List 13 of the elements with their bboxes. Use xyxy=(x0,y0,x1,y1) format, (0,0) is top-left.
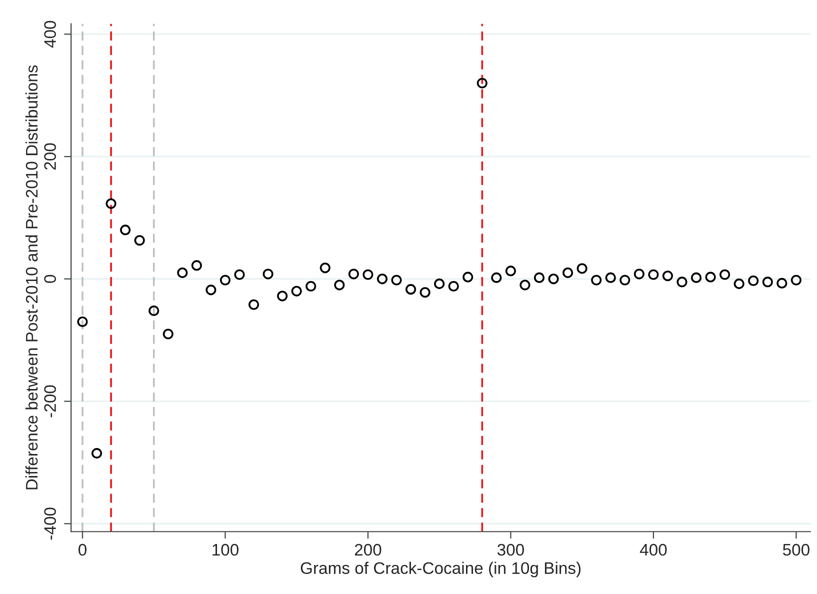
y-tick-label: -200 xyxy=(44,385,56,418)
x-tick-label: 200 xyxy=(354,544,382,556)
y-tick-label: 200 xyxy=(44,143,56,170)
y-axis-title: Difference between Post-2010 and Pre-2010 Distributions xyxy=(25,65,38,490)
x-tick-label: 100 xyxy=(212,544,238,556)
x-tick-label: 300 xyxy=(497,544,524,556)
x-axis-title: Grams of Crack-Cocaine (in 10g Bins) xyxy=(300,562,581,578)
x-tick-label: 400 xyxy=(640,544,667,556)
x-tick-label: 500 xyxy=(782,544,810,556)
x-tick-label: 0 xyxy=(78,544,86,556)
y-tick-label: -400 xyxy=(44,508,56,540)
y-tick-label: 400 xyxy=(44,20,56,48)
y-tick-label: 0 xyxy=(44,274,56,283)
